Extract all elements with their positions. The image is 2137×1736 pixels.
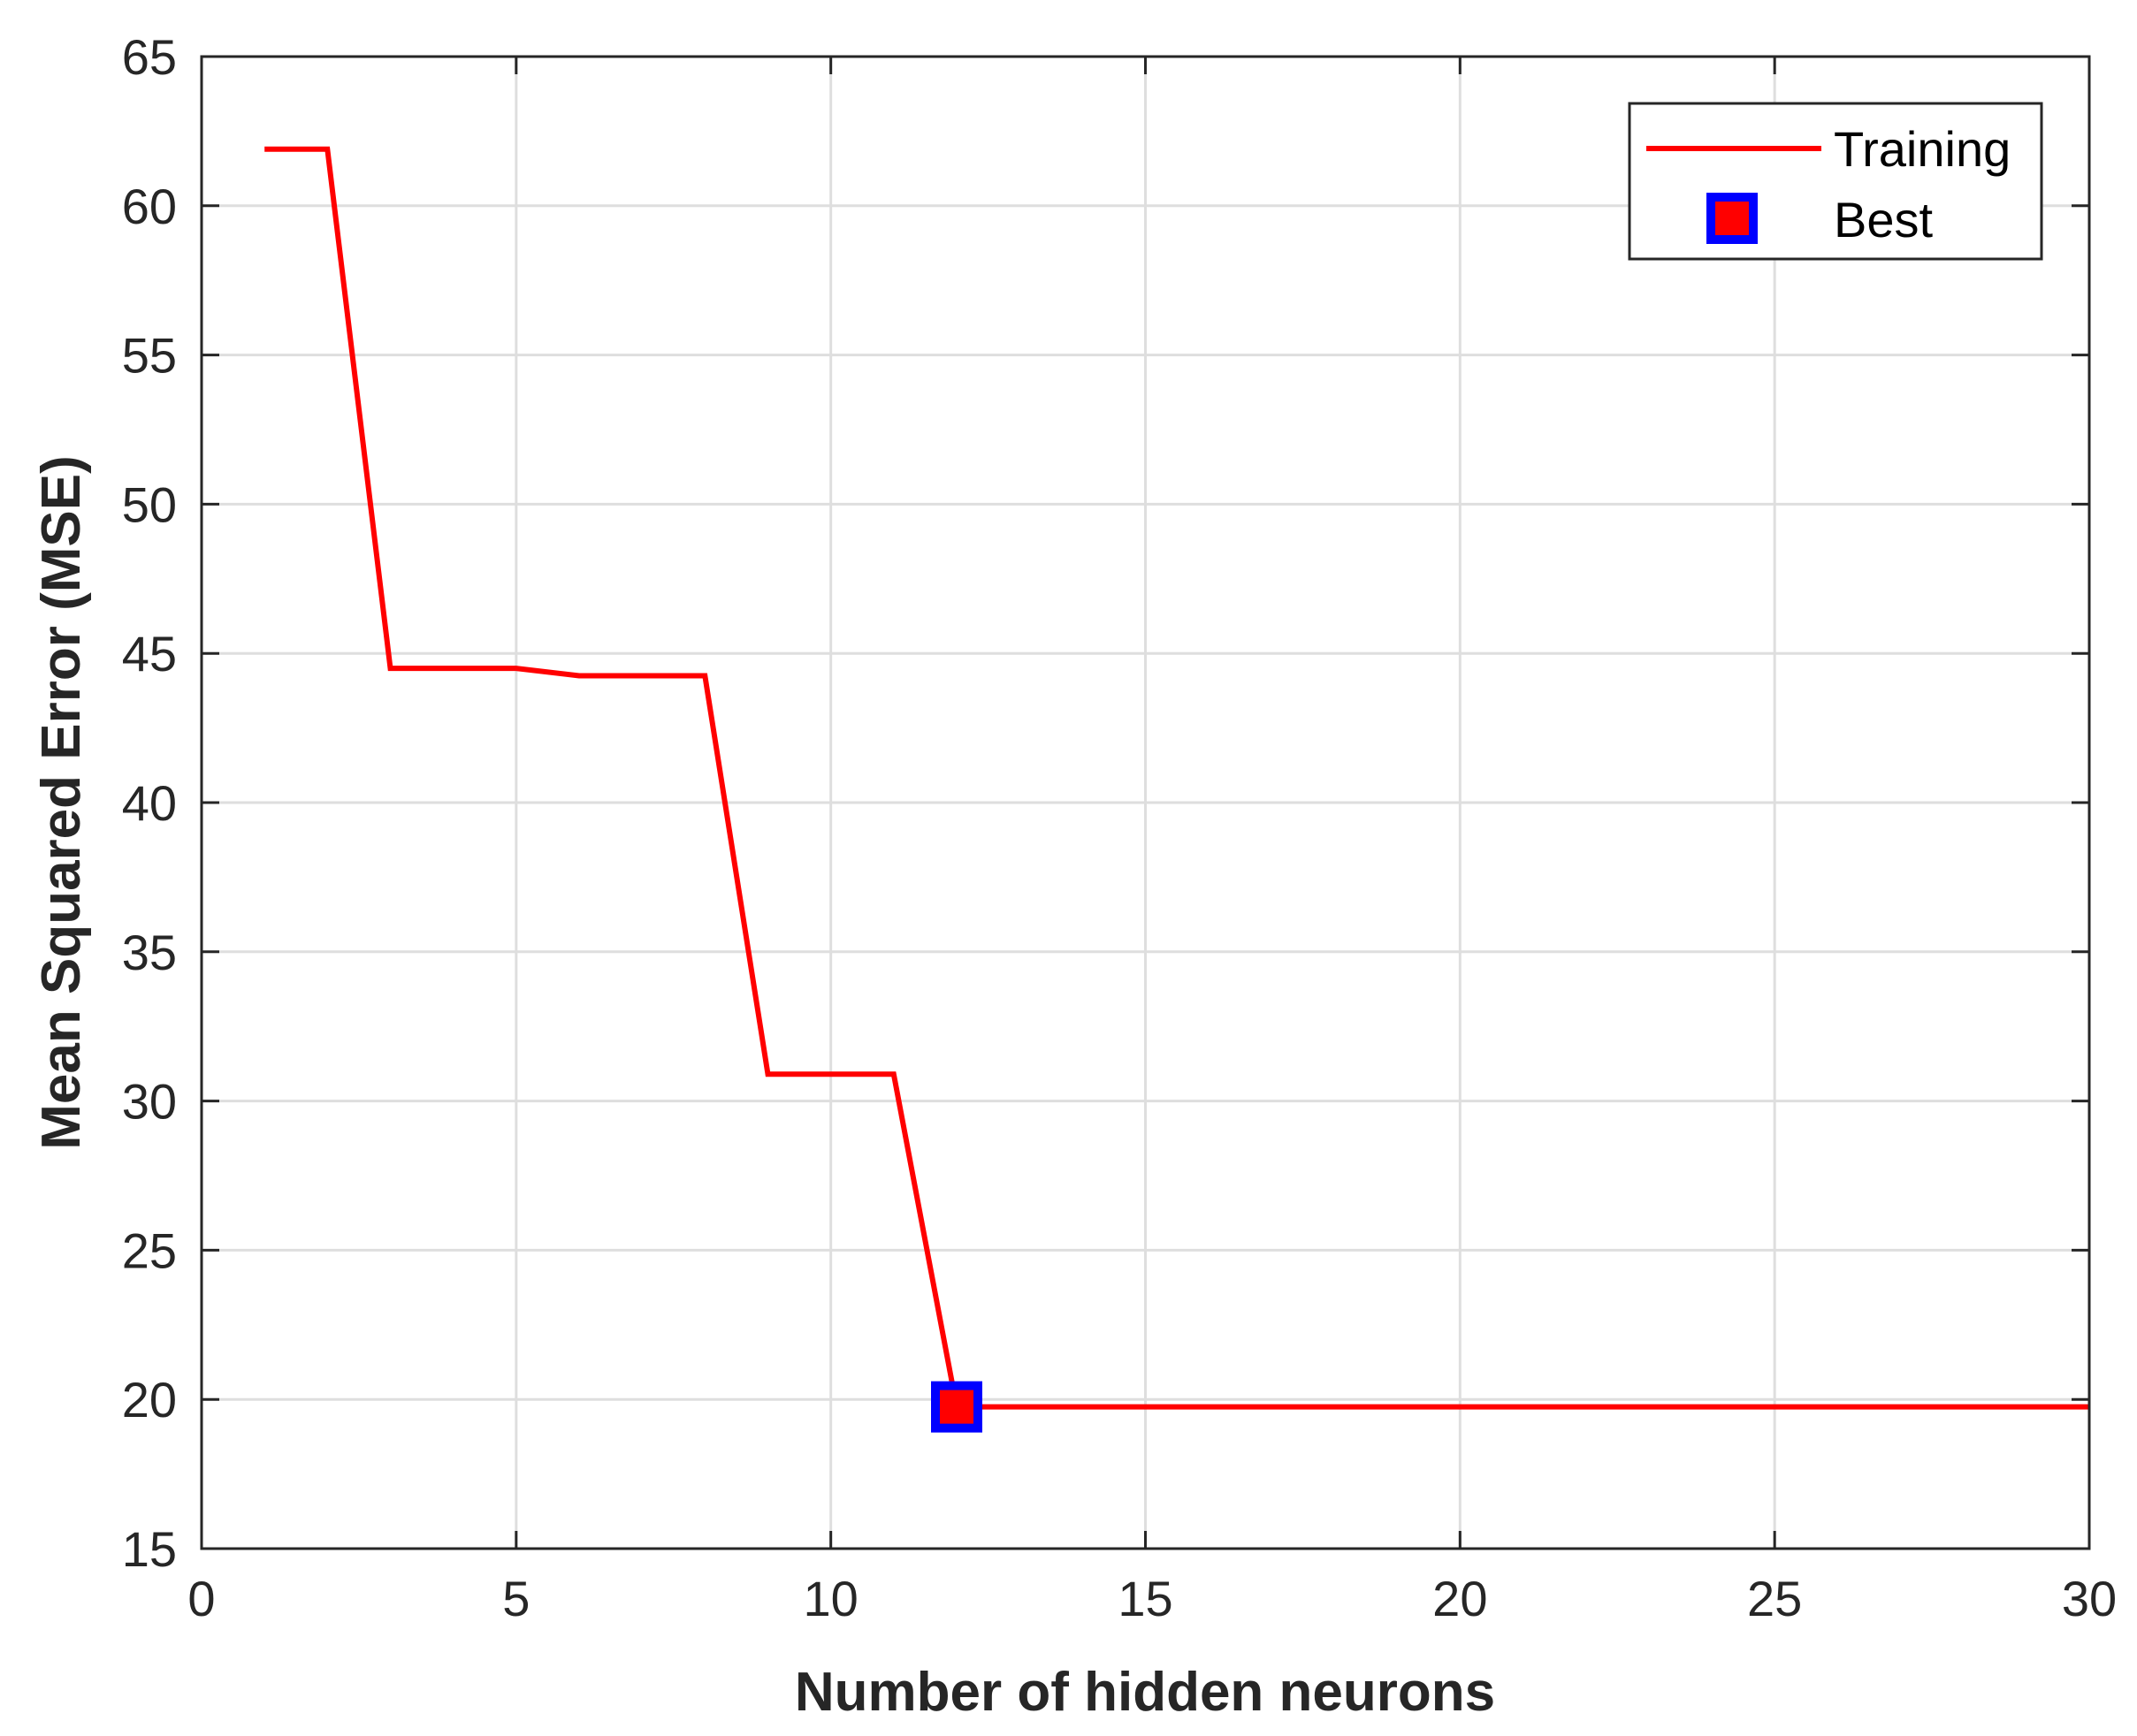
x-tick-label: 25 [1747, 1571, 1802, 1626]
x-tick-label: 5 [502, 1571, 530, 1626]
y-tick-label: 65 [122, 29, 177, 85]
legend-best-marker [1711, 197, 1753, 240]
y-tick-label: 20 [122, 1372, 177, 1428]
y-tick-label: 30 [122, 1074, 177, 1130]
x-tick-label: 0 [187, 1571, 215, 1626]
y-tick-label: 45 [122, 626, 177, 681]
x-tick-label: 20 [1432, 1571, 1487, 1626]
x-axis-title: Number of hidden neurons [795, 1662, 1495, 1723]
legend: Training Best [1629, 103, 2042, 259]
x-tick-label: 15 [1118, 1571, 1172, 1626]
y-tick-label: 15 [122, 1521, 177, 1577]
y-tick-label: 35 [122, 925, 177, 980]
legend-training-label: Training [1834, 121, 2011, 177]
y-tick-label: 60 [122, 179, 177, 234]
x-tick-label: 10 [804, 1571, 859, 1626]
x-tick-label: 30 [2062, 1571, 2117, 1626]
y-tick-label: 25 [122, 1222, 177, 1278]
best-marker [935, 1386, 978, 1428]
y-axis-title: Mean Squared Error (MSE) [31, 455, 92, 1149]
legend-best-label: Best [1834, 192, 1933, 247]
y-tick-label: 40 [122, 775, 177, 831]
y-tick-label: 50 [122, 476, 177, 532]
y-tick-label: 55 [122, 328, 177, 384]
